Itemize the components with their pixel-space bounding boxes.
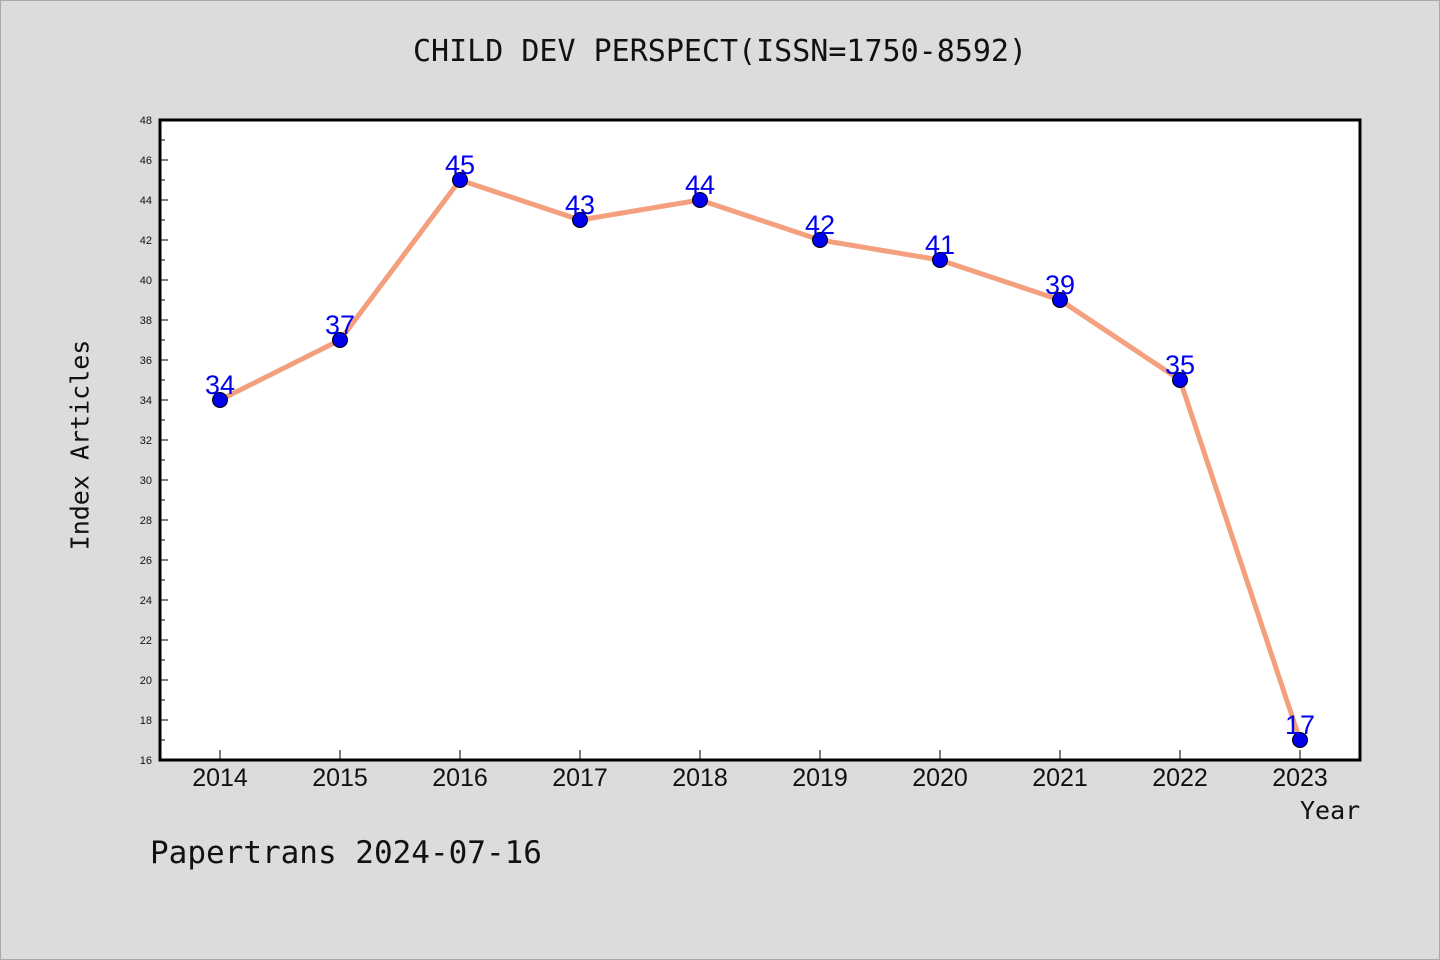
y-tick-label: 22 bbox=[140, 635, 152, 647]
y-tick-label: 24 bbox=[140, 595, 152, 607]
plot-area bbox=[160, 120, 1360, 760]
data-label: 41 bbox=[925, 230, 955, 260]
y-tick-label: 42 bbox=[140, 235, 152, 247]
series-group: 34 37 45 43 44 42 41 39 35 17 bbox=[205, 150, 1315, 748]
chart-title: CHILD DEV PERSPECT(ISSN=1750-8592) bbox=[412, 34, 1028, 69]
y-tick-label: 18 bbox=[140, 715, 152, 727]
data-label: 39 bbox=[1045, 270, 1075, 300]
x-tick-label: 2015 bbox=[312, 764, 368, 792]
data-label: 34 bbox=[205, 370, 235, 400]
x-tick-label: 2018 bbox=[672, 764, 728, 792]
x-tick-label: 2020 bbox=[912, 764, 968, 792]
x-tick-label: 2023 bbox=[1272, 764, 1328, 792]
data-point bbox=[1292, 732, 1308, 748]
x-tick-label: 2014 bbox=[192, 764, 248, 792]
x-tick-label: 2021 bbox=[1032, 764, 1088, 792]
y-tick-label: 32 bbox=[140, 435, 152, 447]
data-point bbox=[1172, 372, 1188, 388]
x-tick-label: 2022 bbox=[1152, 764, 1208, 792]
data-label: 45 bbox=[445, 150, 475, 180]
data-point bbox=[692, 192, 708, 208]
y-axis-label: Index Articles bbox=[65, 339, 95, 551]
data-point bbox=[1052, 292, 1068, 308]
x-axis-label: Year bbox=[1300, 796, 1361, 825]
data-label: 35 bbox=[1165, 350, 1195, 380]
x-tick-label: 2016 bbox=[432, 764, 488, 792]
y-tick-label: 16 bbox=[140, 755, 152, 767]
y-tick-label: 30 bbox=[140, 475, 152, 487]
y-tick-label: 44 bbox=[140, 195, 152, 207]
y-tick-label: 26 bbox=[140, 555, 152, 567]
y-tick-label: 28 bbox=[140, 515, 152, 527]
series-line bbox=[217, 177, 1303, 743]
y-tick-label: 34 bbox=[140, 395, 152, 407]
footer-text: Papertrans 2024-07-16 bbox=[150, 835, 542, 871]
data-label: 42 bbox=[805, 210, 835, 240]
data-label: 17 bbox=[1285, 710, 1315, 740]
data-point bbox=[452, 172, 468, 188]
data-label: 37 bbox=[325, 310, 355, 340]
y-tick-label: 46 bbox=[140, 155, 152, 167]
data-point bbox=[332, 332, 348, 348]
y-tick-label: 48 bbox=[140, 115, 152, 127]
y-tick-label: 20 bbox=[140, 675, 152, 687]
data-label: 44 bbox=[685, 170, 715, 200]
y-tick-label: 38 bbox=[140, 315, 152, 327]
y-tick-label: 36 bbox=[140, 355, 152, 367]
data-point bbox=[812, 232, 828, 248]
x-tick-label: 2019 bbox=[792, 764, 848, 792]
data-point bbox=[212, 392, 228, 408]
data-label: 43 bbox=[565, 190, 595, 220]
plot-border bbox=[158, 118, 1362, 762]
data-point bbox=[572, 212, 588, 228]
y-tick-label: 40 bbox=[140, 275, 152, 287]
x-tick-label: 2017 bbox=[552, 764, 608, 792]
y-axis-ticks: 16 18 20 22 24 26 28 30 32 34 36 38 40 42 44 46 48 bbox=[140, 115, 168, 767]
data-point bbox=[932, 252, 948, 268]
x-axis-ticks: 2014 2015 2016 2017 2018 2019 2020 2021 2022 2023 bbox=[192, 750, 1328, 792]
